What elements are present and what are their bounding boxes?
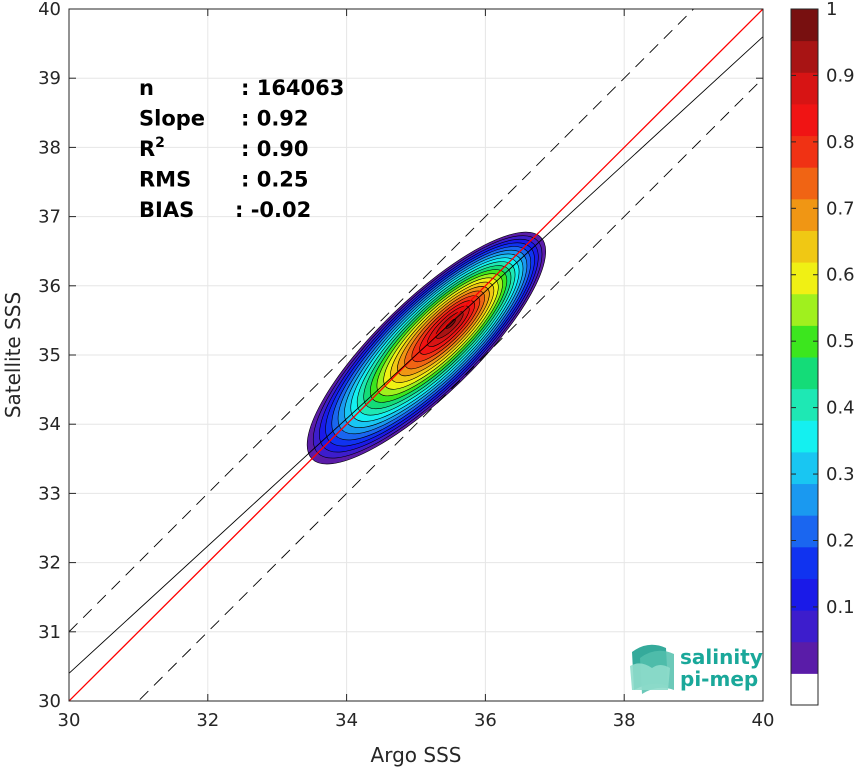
colorbar-tick-label: 0.7 xyxy=(826,198,855,219)
stat-label: BIAS xyxy=(139,198,194,222)
colorbar-tick-label: 0.2 xyxy=(826,530,855,551)
salinity-pi-mep-logo: salinity pi-mep xyxy=(630,644,763,694)
colorbar-swatch xyxy=(791,483,818,516)
colorbar-swatch xyxy=(791,262,818,295)
y-tick-label: 40 xyxy=(38,0,61,20)
colorbar-swatch xyxy=(791,357,818,390)
y-tick-label: 36 xyxy=(38,276,61,297)
stat-value: : 0.92 xyxy=(241,107,309,131)
colorbar-tick-label: 0.9 xyxy=(826,65,855,86)
stats-annotation: n : 164063 Slope : 0.92 R2 : 0.90 RMS : 0.25 BIA… xyxy=(139,76,344,222)
y-tick-label: 33 xyxy=(38,483,61,504)
colorbar-swatch xyxy=(791,451,818,485)
x-tick-label: 34 xyxy=(335,710,358,731)
stat-value: : 0.90 xyxy=(241,137,309,161)
x-tick-label: 36 xyxy=(474,710,497,731)
colorbar-swatch xyxy=(791,167,818,200)
colorbar-swatch xyxy=(791,230,818,263)
colorbar-tick-label: 0.6 xyxy=(826,265,855,286)
colorbar: 0.1 0.2 0.3 0.4 0.5 0.6 0.7 0.8 0.9 1 xyxy=(790,0,855,706)
colorbar-tick-label: 0.3 xyxy=(826,464,855,485)
colorbar-swatch xyxy=(791,673,818,706)
logo-wave-icon xyxy=(630,644,674,694)
colorbar-tick-label: 0.5 xyxy=(826,331,855,352)
y-tick-label: 37 xyxy=(38,207,61,228)
colorbar-tick-label: 0.1 xyxy=(826,597,855,618)
colorbar-swatch xyxy=(791,546,818,579)
y-tick-label: 38 xyxy=(38,137,61,158)
y-axis-label: Satellite SSS xyxy=(1,292,25,418)
colorbar-swatch xyxy=(791,103,818,137)
fit-line xyxy=(69,36,763,674)
density-contours xyxy=(306,231,546,465)
colorbar-swatch xyxy=(791,641,818,674)
y-tick-label: 35 xyxy=(38,345,61,366)
stat-label: Slope xyxy=(139,107,205,131)
colorbar-swatch xyxy=(791,198,818,231)
stat-value: : 164063 xyxy=(241,76,344,100)
stat-value: : 0.25 xyxy=(241,168,309,192)
stat-value: : -0.02 xyxy=(235,198,311,222)
x-axis-label: Argo SSS xyxy=(371,743,462,767)
y-tick-label: 39 xyxy=(38,68,61,89)
logo-text-line2: pi-mep xyxy=(680,667,758,691)
colorbar-swatch xyxy=(791,40,818,73)
colorbar-tick-label: 1 xyxy=(826,0,837,20)
y-tick-label: 32 xyxy=(38,553,61,574)
colorbar-swatch xyxy=(791,9,818,42)
y-tick-label: 30 xyxy=(38,691,61,712)
colorbar-swatch xyxy=(791,293,818,326)
colorbar-swatch xyxy=(791,610,818,643)
colorbar-swatch xyxy=(791,515,818,548)
x-tick-label: 40 xyxy=(752,710,775,731)
lower-bound-line xyxy=(137,77,763,701)
colorbar-swatch xyxy=(791,135,818,168)
x-tick-label: 32 xyxy=(196,710,219,731)
y-tick-label: 31 xyxy=(38,622,61,643)
colorbar-tick-label: 0.8 xyxy=(826,132,855,153)
y-tick-label: 34 xyxy=(38,414,61,435)
colorbar-swatch xyxy=(791,420,818,453)
axis-ticks: 30 32 34 36 38 40 30 31 32 33 34 35 36 37 38 39 40 xyxy=(38,0,774,731)
stat-label: n xyxy=(139,76,154,100)
stat-label: R2 xyxy=(139,135,165,161)
x-tick-label: 38 xyxy=(613,710,636,731)
logo-text-line1: salinity xyxy=(680,645,763,669)
colorbar-tick-label: 0.4 xyxy=(826,398,855,419)
colorbar-swatch xyxy=(791,388,818,421)
stat-label: RMS xyxy=(139,168,191,192)
colorbar-swatch xyxy=(791,72,818,105)
stat-label-superscript: 2 xyxy=(155,135,165,151)
reference-lines xyxy=(69,9,763,701)
upper-bound-line xyxy=(69,9,695,633)
x-tick-label: 30 xyxy=(58,710,81,731)
colorbar-box xyxy=(790,8,819,706)
colorbar-swatch xyxy=(791,578,818,611)
